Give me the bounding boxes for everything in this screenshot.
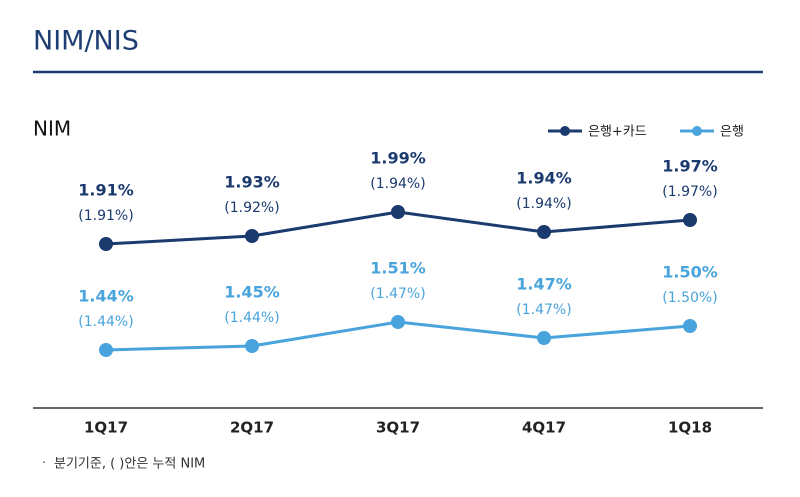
- data-label: 1.91%: [78, 181, 134, 200]
- data-point: [99, 343, 113, 357]
- cumulative-label: (1.47%): [516, 302, 571, 318]
- data-label: 1.94%: [516, 169, 572, 188]
- data-label: 1.47%: [516, 275, 572, 294]
- data-point: [245, 339, 259, 353]
- data-label: 1.51%: [370, 259, 426, 278]
- data-point: [99, 237, 113, 251]
- cumulative-label: (1.92%): [224, 200, 279, 216]
- cumulative-label: (1.50%): [662, 290, 717, 306]
- data-point: [245, 229, 259, 243]
- data-label: 1.50%: [662, 263, 718, 282]
- data-point: [537, 225, 551, 239]
- data-point: [683, 213, 697, 227]
- data-label: 1.45%: [224, 283, 280, 302]
- data-point: [537, 331, 551, 345]
- x-tick-label: 3Q17: [376, 419, 420, 437]
- page-title: NIM/NIS: [33, 26, 139, 57]
- chart-title: NIM: [33, 117, 71, 141]
- data-label: 1.93%: [224, 173, 280, 192]
- cumulative-label: (1.44%): [78, 314, 133, 330]
- legend-marker: [692, 126, 702, 136]
- x-tick-label: 4Q17: [522, 419, 566, 437]
- cumulative-label: (1.94%): [370, 176, 425, 192]
- data-point: [683, 319, 697, 333]
- data-label: 1.44%: [78, 287, 134, 306]
- cumulative-label: (1.47%): [370, 286, 425, 302]
- x-tick-label: 2Q17: [230, 419, 274, 437]
- cumulative-label: (1.91%): [78, 208, 133, 224]
- legend-label: 은행: [720, 124, 744, 140]
- footnote: 분기기준, ( )안은 누적 NIM: [54, 457, 205, 472]
- cumulative-label: (1.94%): [516, 196, 571, 212]
- data-label: 1.97%: [662, 157, 718, 176]
- data-point: [391, 205, 405, 219]
- x-tick-label: 1Q17: [84, 419, 128, 437]
- data-point: [391, 315, 405, 329]
- legend-marker: [560, 126, 570, 136]
- x-tick-label: 1Q18: [668, 419, 712, 437]
- legend-label: 은행+카드: [588, 124, 647, 140]
- bullet: ·: [42, 456, 46, 470]
- cumulative-label: (1.97%): [662, 184, 717, 200]
- cumulative-label: (1.44%): [224, 310, 279, 326]
- data-label: 1.99%: [370, 149, 426, 168]
